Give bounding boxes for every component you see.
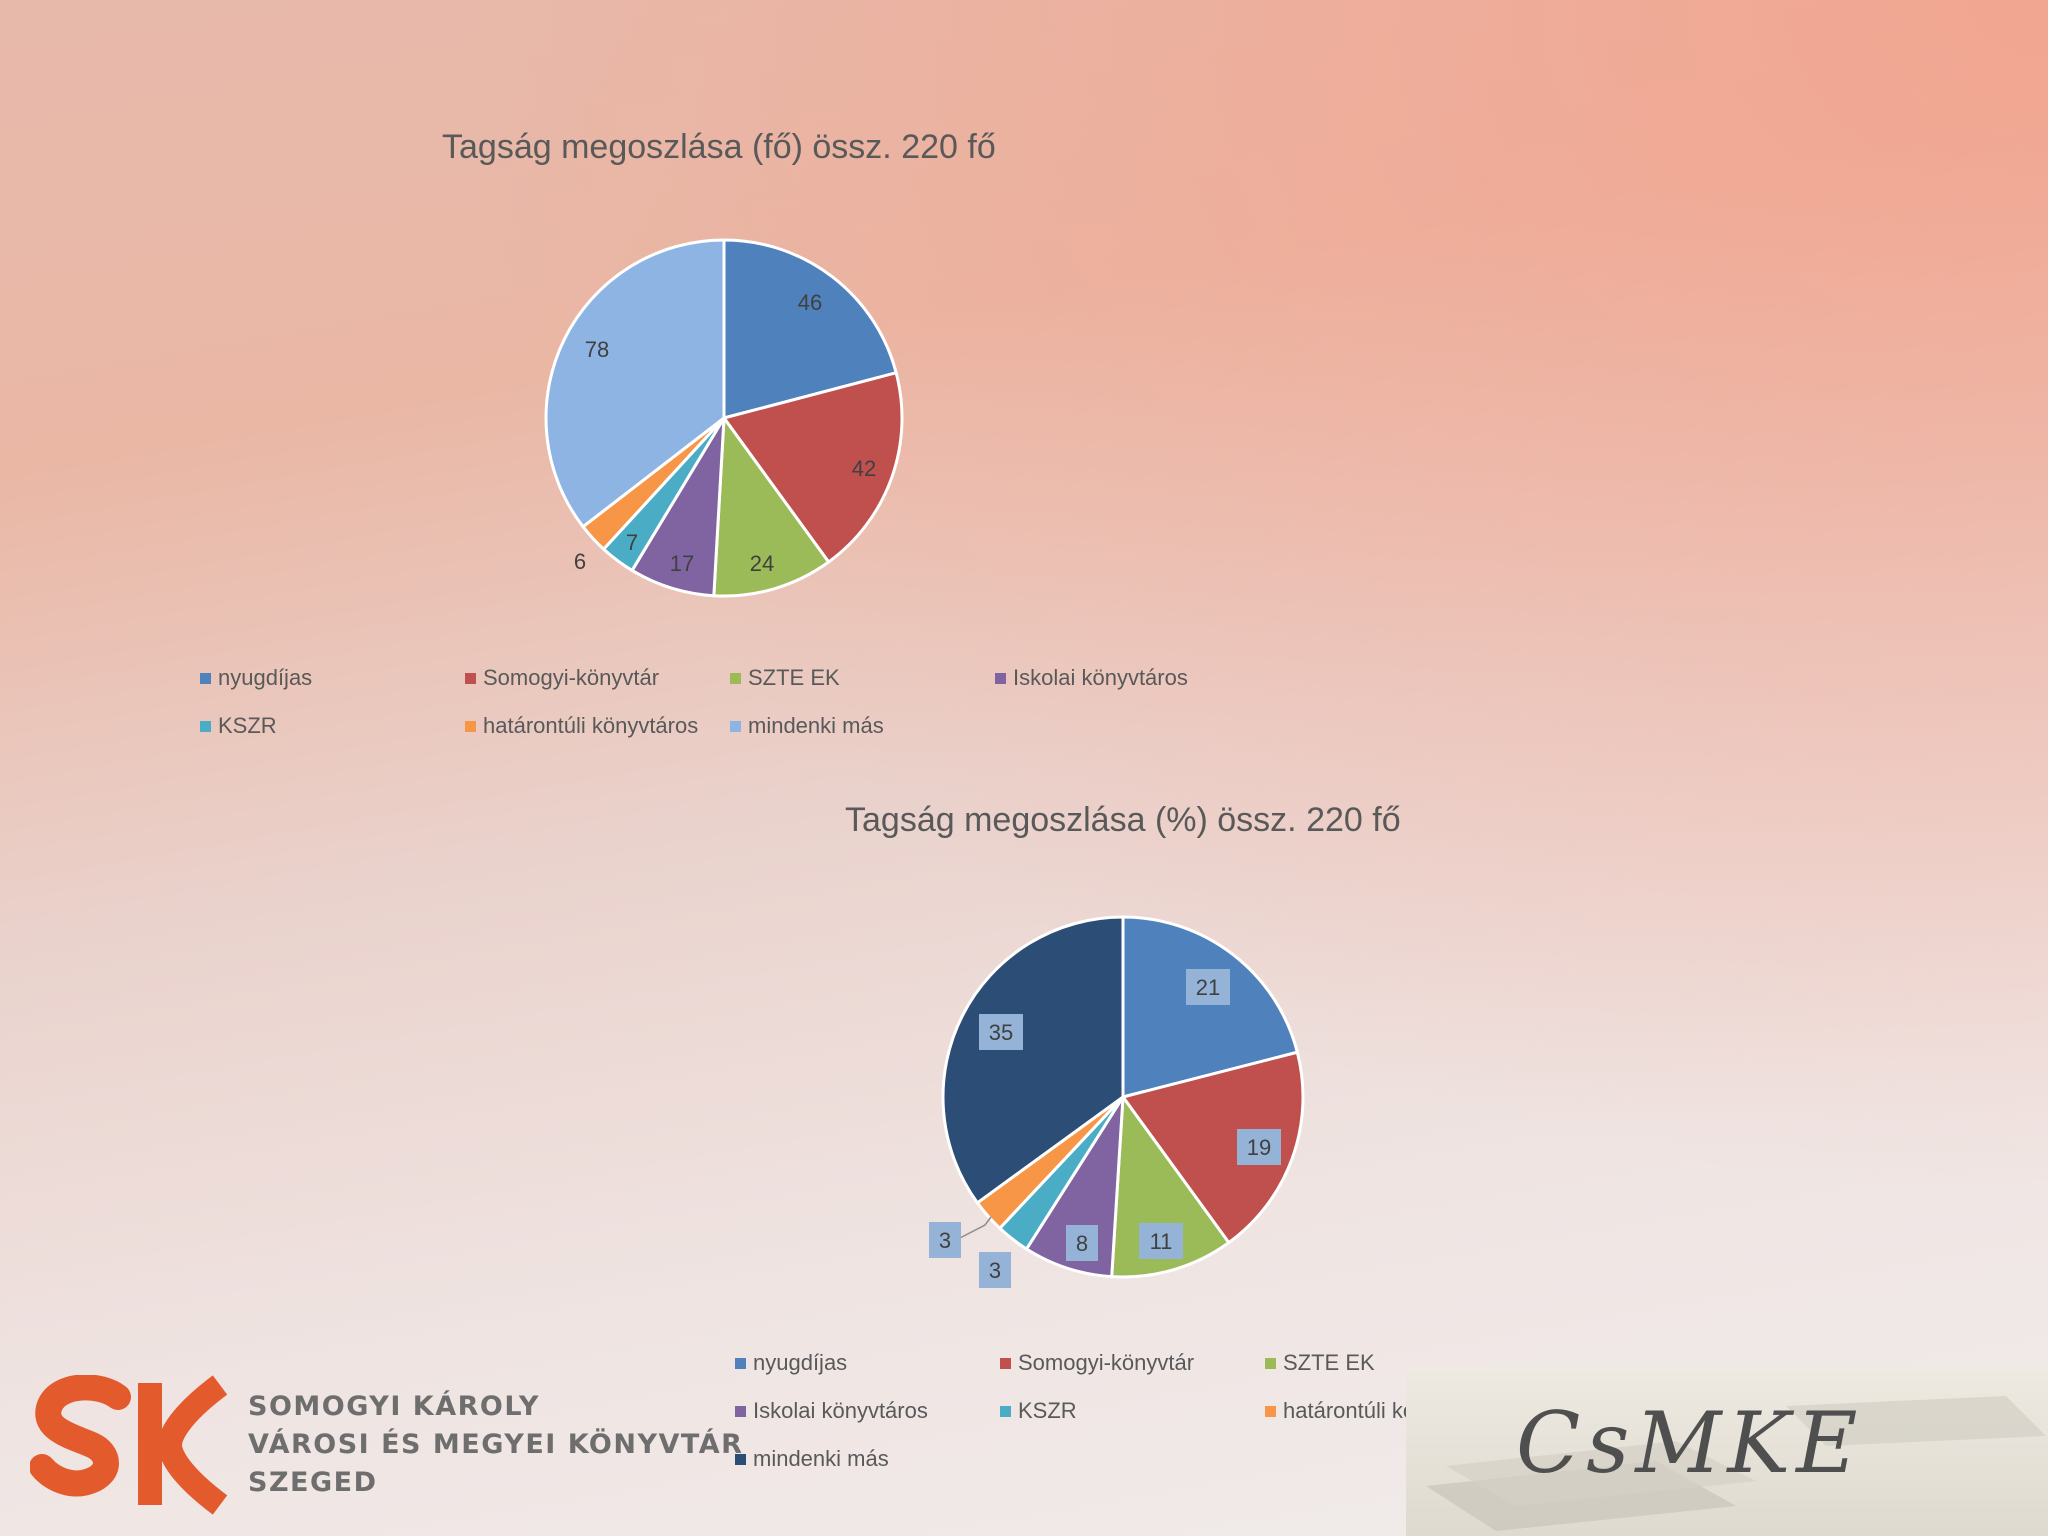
legend-swatch — [730, 720, 741, 732]
pie-chart-count: 46 42 24 17 7 6 78 — [544, 238, 904, 598]
legend-label: nyugdíjas — [753, 1350, 848, 1375]
legend-item: Iskolai könyvtáros — [995, 665, 1188, 691]
pie-slice — [722, 238, 898, 420]
legend-swatch — [995, 672, 1006, 684]
data-label-box — [1186, 969, 1230, 1005]
legend-item: KSZR — [1000, 1398, 1077, 1424]
data-label: 46 — [798, 290, 822, 315]
data-label-box — [979, 1252, 1011, 1288]
data-label: 3 — [989, 1258, 1001, 1283]
sk-library-logo-icon — [30, 1375, 228, 1515]
chart-title-count: Tagság megoszlása (fő) össz. 220 fő — [442, 128, 996, 166]
legend-label: mindenki más — [748, 713, 884, 738]
data-label-box — [1139, 1223, 1183, 1259]
data-label: 42 — [852, 456, 876, 481]
legend-swatch — [735, 1453, 746, 1465]
data-label: 11 — [1150, 1229, 1173, 1254]
pie-slice — [1024, 1096, 1125, 1279]
legend-swatch — [1000, 1405, 1011, 1417]
pie-chart-percent: 21 19 11 8 3 3 35 — [929, 915, 1305, 1288]
data-label: 78 — [585, 337, 609, 362]
legend-label: SZTE EK — [748, 665, 840, 690]
legend-swatch — [735, 1405, 746, 1417]
pie-slice — [941, 915, 1125, 1205]
data-label: 3 — [939, 1228, 951, 1253]
legend-item: Iskolai könyvtáros — [735, 1398, 928, 1424]
csmke-logo-icon: CsMKE — [1406, 1366, 2048, 1536]
data-label-box — [1066, 1225, 1098, 1261]
legend-item: nyugdíjas — [735, 1350, 847, 1376]
pie-slice — [544, 238, 726, 529]
csmke-logo-text: CsMKE — [1516, 1394, 1864, 1492]
legend-label: mindenki más — [753, 1446, 889, 1471]
legend-label: Somogyi-könyvtár — [1018, 1350, 1195, 1375]
legend-swatch — [200, 720, 211, 732]
legend-label: nyugdíjas — [218, 665, 313, 690]
legend-swatch — [200, 672, 211, 684]
legend-swatch — [730, 672, 741, 684]
legend-item: mindenki más — [735, 1446, 889, 1472]
pie-slice — [721, 370, 904, 565]
legend-swatch — [1265, 1405, 1276, 1417]
legend-label: Somogyi-könyvtár — [483, 665, 660, 690]
legend-label: határontúli könyvtáros — [483, 713, 699, 738]
data-label: 35 — [989, 1020, 1013, 1045]
legend-item: Somogyi-könyvtár — [1000, 1350, 1194, 1376]
legend-item: Somogyi-könyvtár — [465, 665, 659, 691]
sk-library-name: SOMOGYI KÁROLY VÁROSI ÉS MEGYEI KÖNYVTÁR… — [248, 1388, 743, 1502]
data-label: 8 — [1076, 1231, 1088, 1256]
legend-item: KSZR — [200, 713, 277, 739]
legend-label: Iskolai könyvtáros — [1013, 665, 1188, 690]
legend-item: SZTE EK — [1265, 1350, 1375, 1376]
legend-label: KSZR — [218, 713, 277, 738]
data-label: 7 — [626, 530, 638, 555]
legend-item: mindenki más — [730, 713, 884, 739]
legend-label: KSZR — [1018, 1398, 1077, 1423]
legend-swatch — [465, 720, 476, 732]
data-label: 19 — [1247, 1135, 1271, 1160]
data-label-box — [929, 1222, 961, 1258]
pie-slice — [1120, 1050, 1305, 1245]
chart-title-percent: Tagság megoszlása (%) össz. 220 fő — [845, 801, 1401, 839]
legend-label: SZTE EK — [1283, 1350, 1375, 1375]
legend-item: SZTE EK — [730, 665, 840, 691]
legend-item: határontúli könyvtáros — [465, 713, 698, 739]
sk-library-name-line: SZEGED — [248, 1467, 378, 1498]
legend-swatch — [465, 672, 476, 684]
legend-swatch — [735, 1357, 746, 1369]
data-label: 21 — [1196, 975, 1220, 1000]
data-label-box — [1237, 1129, 1281, 1165]
legend-swatch — [1000, 1357, 1011, 1369]
legend-item: nyugdíjas — [200, 665, 312, 691]
sk-library-name-line: SOMOGYI KÁROLY — [248, 1391, 540, 1422]
leader-line — [959, 1216, 992, 1239]
legend-label: Iskolai könyvtáros — [753, 1398, 928, 1423]
legend-swatch — [1265, 1357, 1276, 1369]
data-label: 17 — [670, 551, 694, 576]
sk-library-name-line: VÁROSI ÉS MEGYEI KÖNYVTÁR — [248, 1429, 744, 1460]
pie-slice — [712, 413, 831, 598]
pie-slice — [1121, 915, 1300, 1099]
data-label: 24 — [750, 551, 774, 576]
data-label-box — [979, 1014, 1023, 1050]
data-label: 6 — [574, 549, 586, 574]
